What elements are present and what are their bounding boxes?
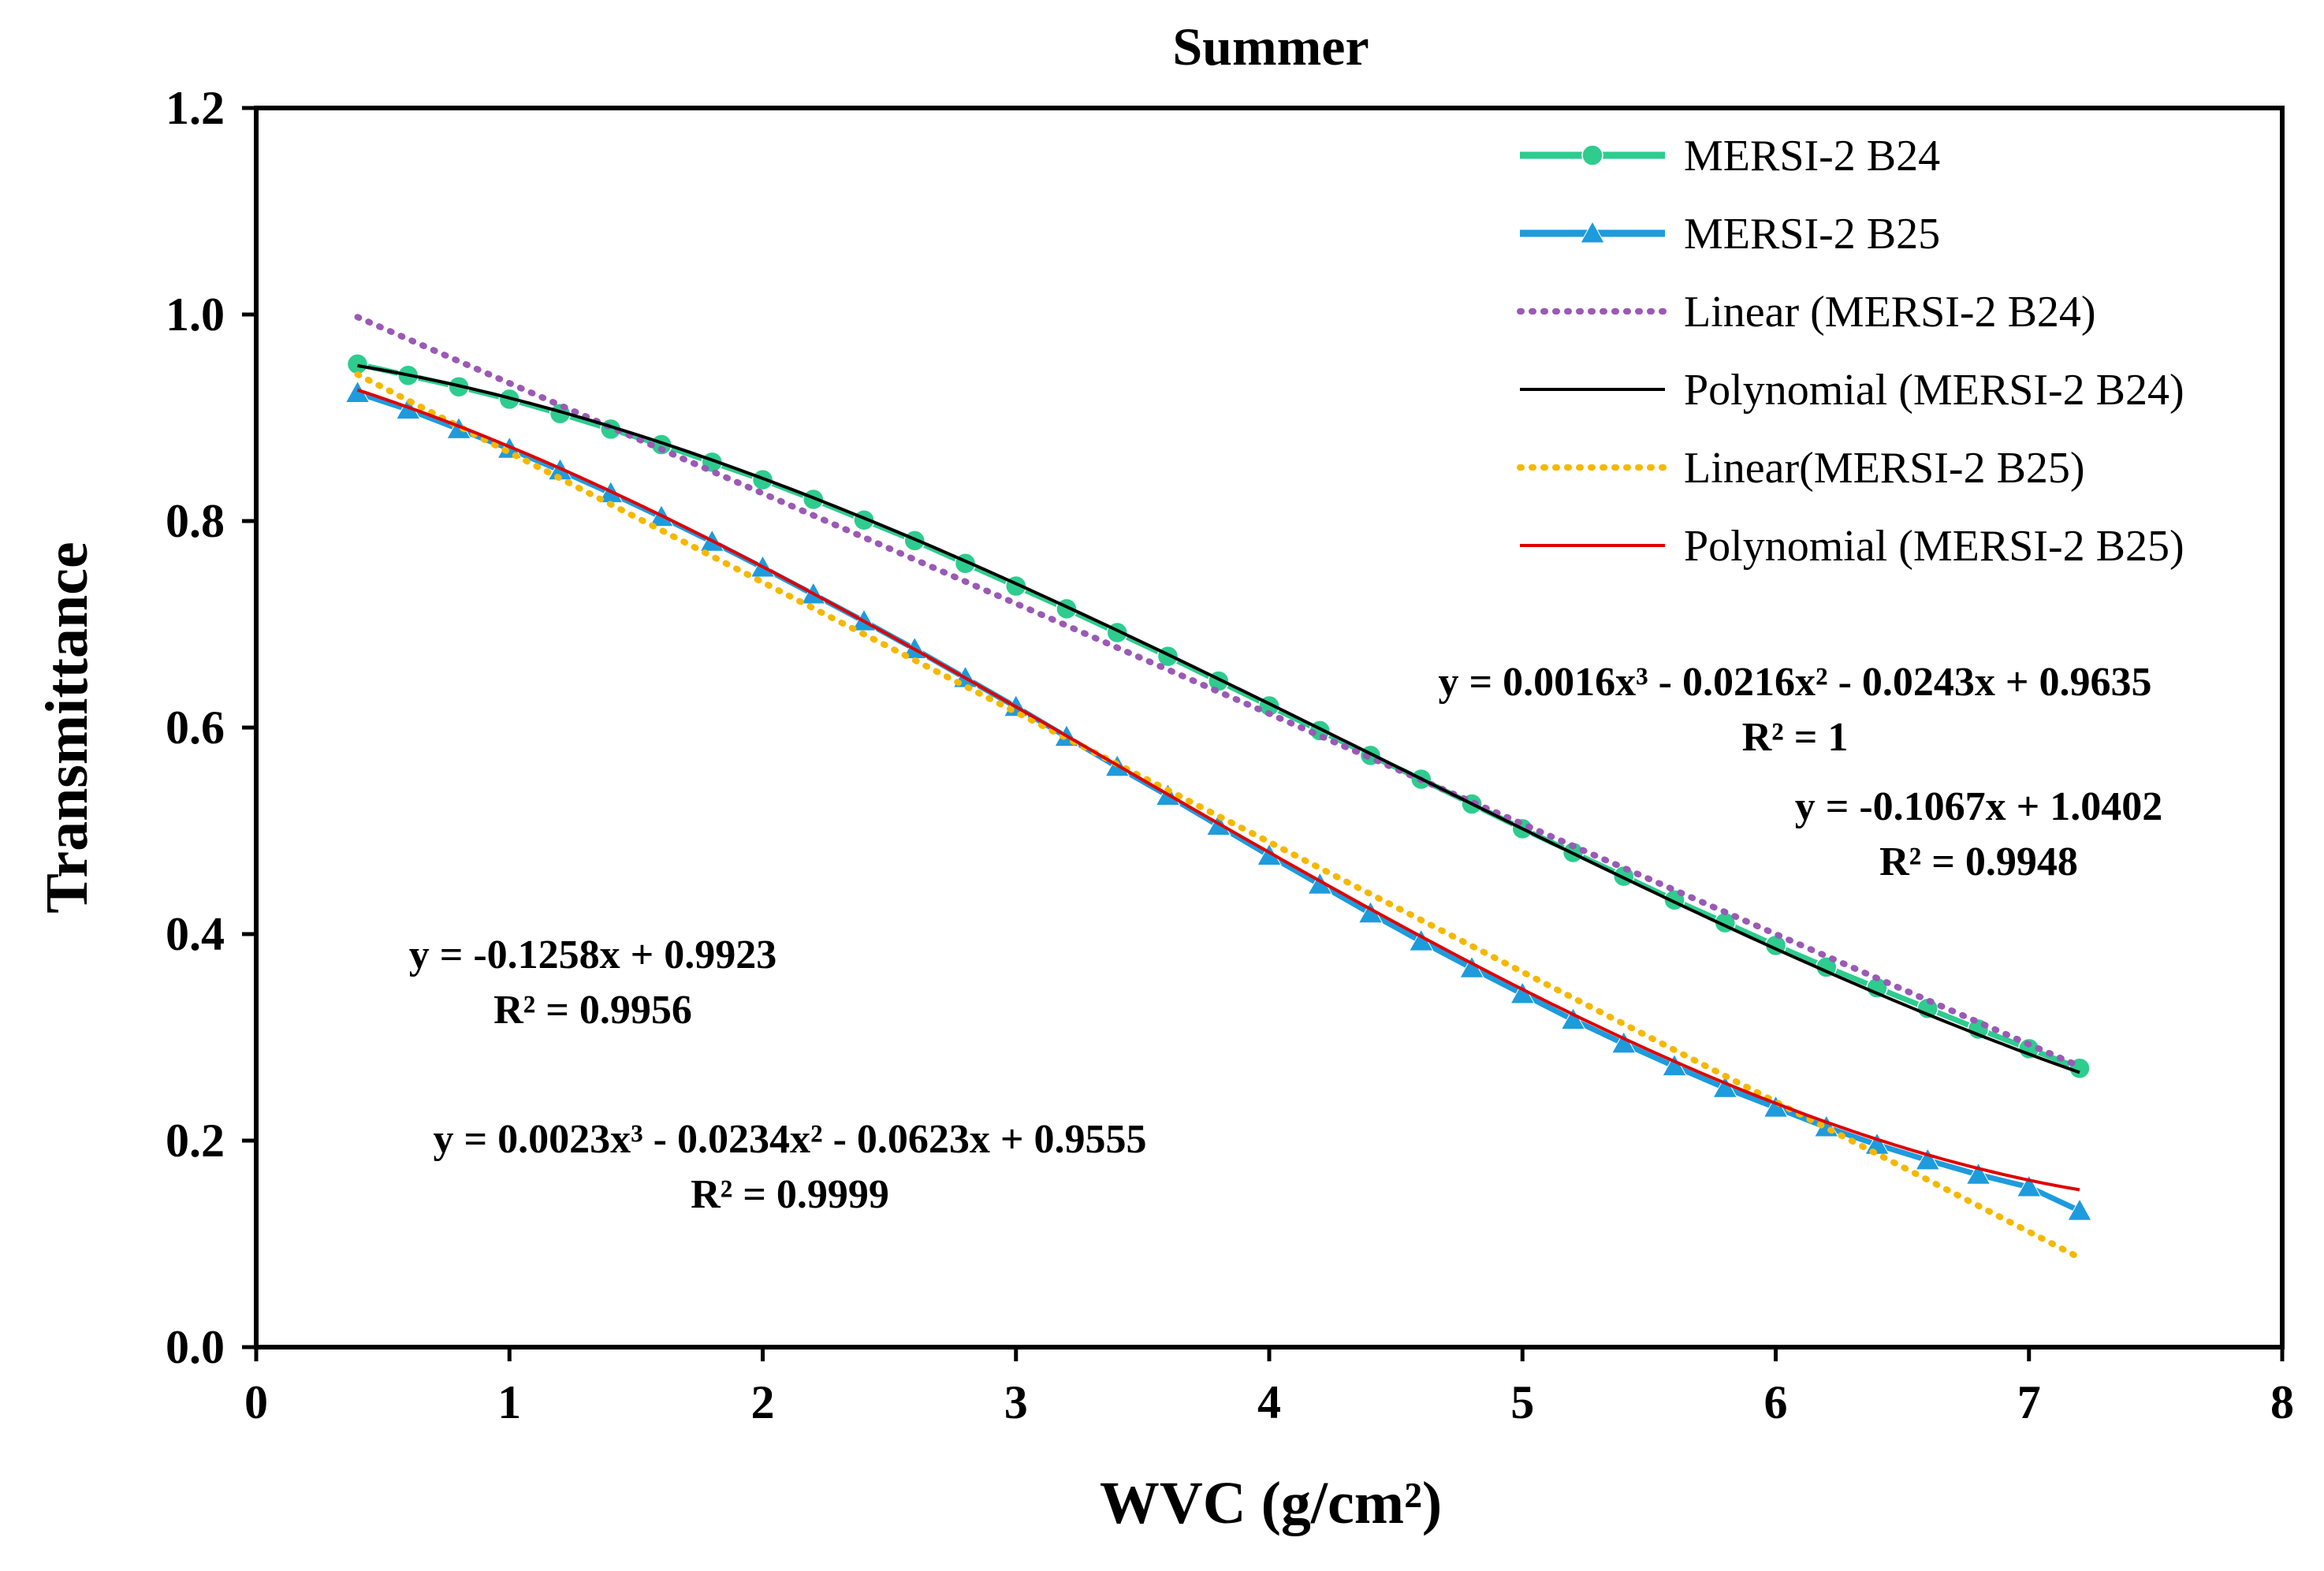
y-tick-label: 1.2 [166, 82, 225, 134]
x-tick-label: 3 [1004, 1376, 1028, 1428]
b24-linear-r2: R² = 0.9948 [1879, 839, 2078, 884]
x-tick-label: 0 [244, 1376, 268, 1428]
y-tick-label: 0.8 [166, 495, 225, 547]
legend-label: Polynomial (MERSI-2 B24) [1684, 366, 2184, 415]
series-polynomial-mersi-2-b25 [356, 388, 2080, 1192]
legend-label: Linear (MERSI-2 B24) [1684, 288, 2096, 337]
series-polynomial-mersi-2-b24 [357, 363, 2080, 1074]
legend-label: MERSI-2 B24 [1684, 132, 1940, 181]
x-tick-label: 7 [2017, 1376, 2041, 1428]
legend-item-polynomial-mersi-2-b24: Polynomial (MERSI-2 B24) [1520, 366, 2184, 415]
trendline-polynomial-mersi-2-b24 [357, 363, 2080, 1074]
x-tick-label: 4 [1257, 1376, 1281, 1428]
series-layer [345, 314, 2092, 1261]
legend-item-polynomial-mersi-2-b25: Polynomial (MERSI-2 B25) [1520, 522, 2184, 571]
legend-swatch-marker [1581, 144, 1603, 166]
b25-linear-equation: y = -0.1258x + 0.9923 [409, 933, 777, 977]
series-linear-mersi-2-b24 [354, 314, 2083, 1070]
b24-linear-equation: y = -0.1067x + 1.0402 [1795, 784, 2163, 829]
x-tick-label: 5 [1510, 1376, 1534, 1428]
b25-poly-r2: R² = 0.9999 [691, 1172, 889, 1217]
legend-swatch-marker [1580, 220, 1605, 244]
x-axis-label: WVC (g/cm²) [1100, 1470, 1442, 1536]
y-tick-label: 1.0 [166, 289, 225, 341]
legend-item-mersi-2-b24: MERSI-2 B24 [1520, 132, 1940, 181]
equation-annotations: y = 0.0016x³ - 0.0216x² - 0.0243x + 0.96… [409, 660, 2163, 1217]
x-tick-label: 1 [497, 1376, 521, 1428]
y-tick-label: 0.6 [166, 702, 225, 754]
y-axis-label: Transmittance [34, 542, 100, 913]
x-axis-ticks: 0 1 2 3 4 5 6 7 8 [244, 1347, 2294, 1428]
legend: MERSI-2 B24 MERSI-2 B25 Linear (MERSI-2 B2… [1517, 132, 2184, 571]
trendline-linear-mersi-2-b24 [354, 314, 2083, 1070]
x-tick-label: 2 [751, 1376, 775, 1428]
data-point [2067, 1198, 2092, 1221]
data-point [1915, 1147, 1941, 1171]
legend-item-linear-mersi-2-b25: Linear(MERSI-2 B25) [1517, 444, 2085, 493]
legend-label: Polynomial (MERSI-2 B25) [1684, 522, 2184, 571]
y-tick-label: 0.0 [166, 1321, 225, 1373]
chart-title: Summer [1172, 17, 1369, 76]
b25-poly-equation: y = 0.0023x³ - 0.0234x² - 0.0623x + 0.95… [433, 1117, 1146, 1162]
b24-poly-r2: R² = 1 [1742, 715, 1849, 760]
trendline-polynomial-mersi-2-b25 [356, 388, 2080, 1192]
y-tick-label: 0.4 [166, 908, 225, 960]
b24-poly-equation: y = 0.0016x³ - 0.0216x² - 0.0243x + 0.96… [1438, 660, 2151, 705]
y-tick-label: 0.2 [166, 1115, 225, 1167]
legend-label: MERSI-2 B25 [1684, 210, 1940, 259]
data-point [1965, 1162, 1991, 1185]
b25-linear-r2: R² = 0.9956 [493, 988, 692, 1033]
legend-item-linear-mersi-2-b24: Linear (MERSI-2 B24) [1517, 288, 2096, 337]
legend-item-mersi-2-b25: MERSI-2 B25 [1520, 210, 1940, 259]
x-tick-label: 6 [1764, 1376, 1788, 1428]
y-axis-ticks: 0.0 0.2 0.4 0.6 0.8 1.0 1.2 [166, 82, 256, 1373]
data-point [2016, 1174, 2042, 1197]
legend-label: Linear(MERSI-2 B25) [1684, 444, 2085, 493]
data-point [346, 353, 369, 375]
x-tick-label: 8 [2270, 1376, 2294, 1428]
